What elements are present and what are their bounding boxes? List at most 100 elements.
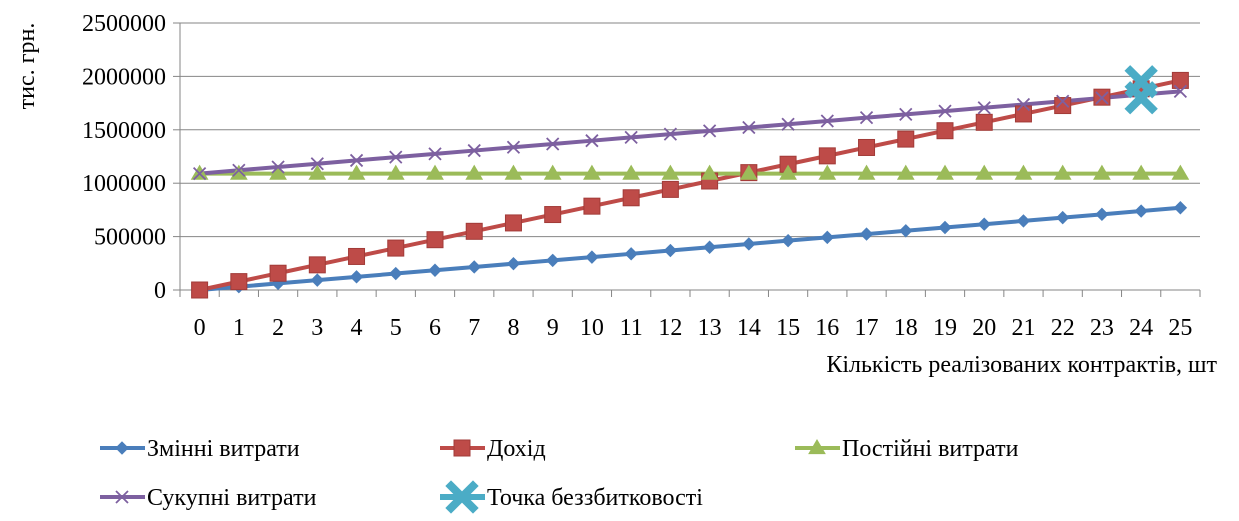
data-point-2 [347, 164, 366, 180]
series-markers [190, 65, 1190, 299]
data-point-0 [624, 247, 638, 261]
data-point-0 [467, 260, 481, 274]
x-tick-label: 8 [507, 315, 519, 341]
data-point-2 [936, 164, 954, 180]
x-tick-label: 5 [390, 315, 402, 341]
data-point-0 [585, 250, 599, 264]
x-tick-label: 22 [1051, 315, 1075, 341]
data-point-2 [229, 164, 248, 180]
data-point-3 [1095, 91, 1109, 105]
data-point-1 [1171, 71, 1189, 89]
x-tick-label: 18 [894, 315, 918, 341]
legend-marker [115, 441, 129, 455]
data-point-2 [386, 164, 405, 180]
data-point-0 [545, 253, 560, 268]
legend-marker [115, 490, 129, 504]
legend-marker [808, 439, 826, 455]
data-point-2 [465, 164, 484, 180]
x-tick-label: 0 [194, 315, 206, 341]
data-point-3 [506, 140, 521, 154]
data-point-0 [1016, 214, 1031, 228]
x-tick-label: 24 [1129, 315, 1153, 341]
data-point-3 [349, 153, 364, 168]
legend-label: Сукупні витрати [147, 485, 317, 511]
data-point-2 [896, 164, 915, 180]
legend-item: Змінні витрати [100, 436, 300, 462]
x-tick-label: 14 [737, 315, 761, 341]
y-axis-title: тис. грн. [14, 23, 40, 110]
data-point-3 [271, 160, 285, 174]
data-point-2 [1132, 164, 1151, 180]
data-point-1 [465, 222, 483, 240]
data-point-0 [349, 270, 364, 284]
data-point-1 [544, 206, 562, 224]
data-point-2 [1093, 164, 1111, 180]
data-point-3 [389, 150, 403, 164]
data-point-1 [936, 122, 954, 140]
x-tick-label: 21 [1011, 315, 1035, 341]
data-point-1 [661, 180, 679, 198]
data-point-3 [742, 120, 756, 135]
data-point-3 [1056, 94, 1070, 108]
data-point-3 [859, 111, 874, 125]
data-point-1 [191, 281, 209, 299]
y-tick-labels: 0 500000 1000000 1500000 2000000 2500000 [82, 11, 166, 304]
data-point-3 [467, 143, 481, 158]
data-point-2 [779, 164, 797, 180]
x-tick-label: 13 [698, 315, 722, 341]
x-tick-label: 20 [972, 315, 996, 341]
data-point-3 [977, 101, 991, 115]
data-point-2 [622, 164, 641, 180]
x-tick-label: 1 [233, 315, 245, 341]
data-point-3 [820, 114, 834, 128]
data-point-2 [1014, 164, 1033, 180]
data-point-3 [546, 137, 560, 151]
y-tick-label: 500000 [94, 225, 166, 251]
data-point-4-center [1136, 76, 1147, 87]
data-point-3 [938, 104, 952, 118]
x-tick-label: 25 [1168, 315, 1192, 341]
data-point-3 [663, 127, 678, 141]
data-point-1 [387, 239, 405, 257]
data-point-2 [426, 164, 444, 180]
data-point-0 [663, 243, 678, 258]
data-point-0 [899, 224, 913, 238]
data-point-3 [702, 124, 717, 138]
legend-item: Точка беззбитковості [440, 480, 703, 514]
data-point-0 [859, 227, 874, 241]
x-tick-label: 2 [272, 315, 284, 341]
data-point-1 [504, 214, 522, 232]
x-tick-label: 7 [468, 315, 480, 341]
series-line-1 [199, 78, 1181, 292]
data-point-1 [975, 113, 993, 131]
x-tick-label: 9 [547, 315, 559, 341]
y-tick-label: 2500000 [82, 11, 166, 37]
data-point-2 [818, 164, 837, 180]
data-point-0 [506, 256, 521, 271]
data-point-3 [585, 134, 599, 148]
series-lines [199, 78, 1181, 292]
legend-item: Сукупні витрати [100, 485, 317, 511]
data-point-0 [1095, 207, 1109, 222]
legend-item: Дохід [440, 436, 546, 462]
data-point-1 [818, 147, 836, 165]
data-point-3 [192, 166, 207, 181]
legend-marker-center [457, 492, 467, 502]
data-point-1 [897, 130, 915, 148]
data-point-2 [583, 164, 601, 180]
x-tick-label: 10 [580, 315, 604, 341]
data-point-2 [661, 164, 680, 180]
data-point-0 [428, 263, 442, 277]
data-point-3 [310, 157, 324, 171]
data-point-2 [308, 164, 327, 180]
data-point-2 [739, 164, 758, 180]
data-point-0 [781, 233, 795, 248]
data-point-3 [232, 163, 246, 177]
legend-marker [453, 439, 471, 457]
data-point-1 [426, 231, 444, 249]
legend-label: Дохід [487, 436, 546, 462]
data-point-2 [975, 164, 994, 180]
data-point-0 [389, 266, 403, 281]
x-axis-title: Кількість реалізованих контрактів, шт [826, 352, 1217, 378]
data-point-1 [269, 264, 287, 282]
